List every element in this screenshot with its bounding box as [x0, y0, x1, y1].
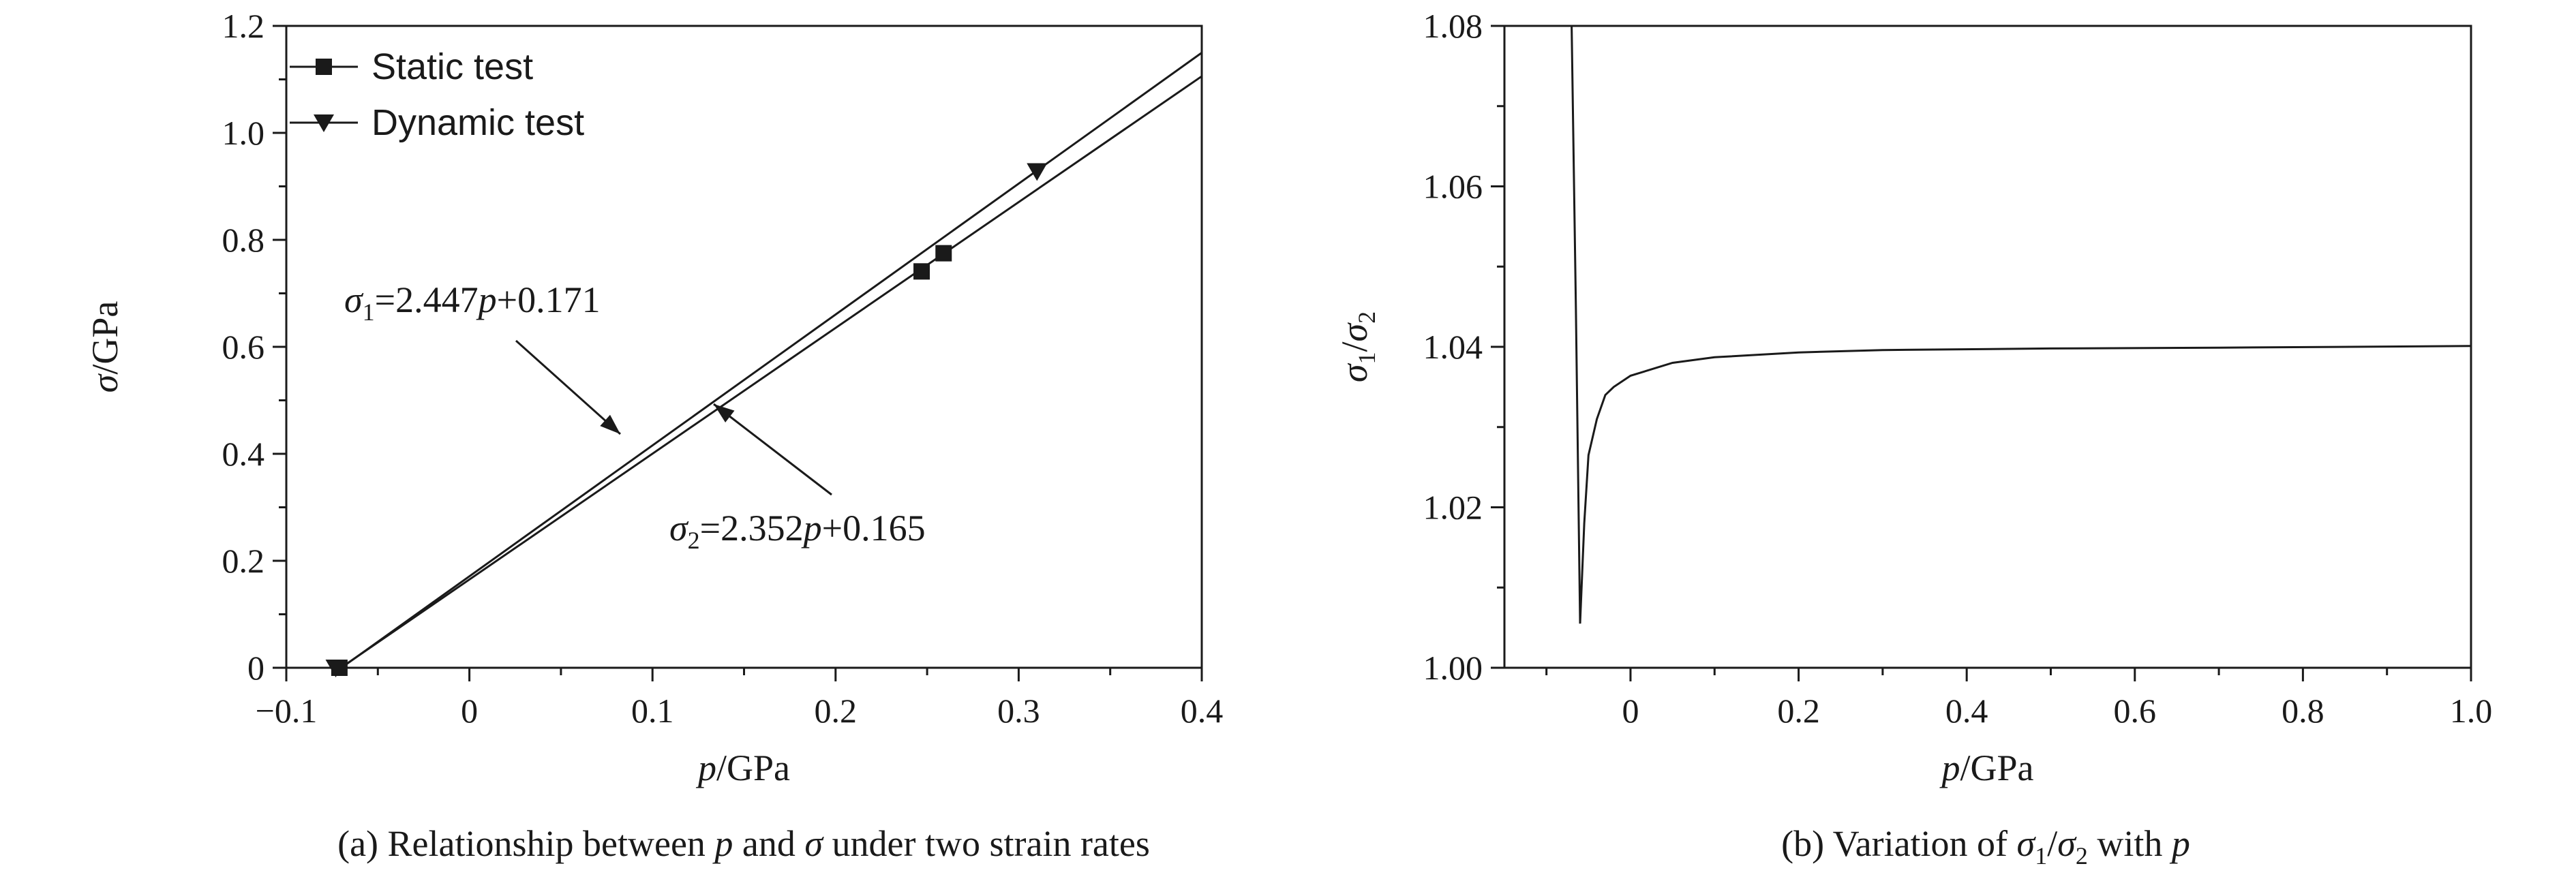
- caption-b-part: p: [2169, 823, 2190, 864]
- y-tick-label: 1.04: [1423, 328, 1483, 366]
- x-tick-label: 0.3: [997, 692, 1040, 730]
- static-test-point: [913, 263, 930, 280]
- x-tick-label: 0: [1622, 692, 1639, 730]
- fit-equation-1: σ1=2.447p+0.171: [344, 279, 601, 326]
- y-tick-label: 1.0: [222, 114, 265, 152]
- caption-a-part: p: [712, 823, 733, 864]
- fit-equation-2-part: =2.352: [700, 508, 804, 549]
- x-axis-title: p/GPa: [1939, 747, 2034, 788]
- caption-b-part: (b) Variation of: [1781, 823, 2016, 864]
- legend-label: Dynamic test: [372, 102, 584, 143]
- caption-a-part: σ: [804, 823, 824, 864]
- arrow-to-fit-1-head: [600, 414, 620, 434]
- x-axis-title-part: p: [695, 747, 716, 788]
- legend-marker-triangle: [314, 114, 334, 132]
- legend-label: Static test: [372, 46, 533, 87]
- x-axis-title-part: /GPa: [716, 747, 790, 788]
- fit-equation-1-part: +0.171: [497, 279, 601, 320]
- caption-b-part: σ: [2057, 823, 2077, 864]
- caption-b: (b) Variation of σ1/σ2 with p: [1781, 823, 2190, 869]
- caption-b-part: with: [2088, 823, 2172, 864]
- y-axis-title-part: /: [1334, 341, 1375, 352]
- caption-b-part: 1: [2035, 842, 2047, 869]
- caption-a-part: (a) Relationship between: [337, 823, 714, 864]
- y-tick-label: 0.6: [222, 328, 265, 366]
- x-axis-title-part: /GPa: [1960, 747, 2034, 788]
- fit-equation-2-part: +0.165: [822, 508, 926, 549]
- caption-b-part: /: [2047, 823, 2057, 864]
- y-tick-label: 1.00: [1423, 649, 1483, 687]
- y-axis-title: σ1/σ2: [1334, 311, 1380, 382]
- y-tick-label: 1.2: [222, 7, 265, 45]
- x-tick-label: 1.0: [2450, 692, 2493, 730]
- y-axis-title-part: 1: [1353, 352, 1380, 365]
- dynamic-test-point: [325, 660, 346, 677]
- x-axis-title-part: p: [1939, 747, 1960, 788]
- fit-equation-2: σ2=2.352p+0.165: [669, 508, 926, 554]
- y-axis-title-part: σ: [1334, 363, 1375, 382]
- caption-a-part: under two strain rates: [823, 823, 1150, 864]
- y-tick-label: 0: [247, 649, 264, 687]
- x-tick-label: 0.4: [1945, 692, 1988, 730]
- arrow-to-fit-2-shaft: [713, 403, 832, 496]
- x-tick-label: 0: [461, 692, 478, 730]
- y-tick-label: 1.02: [1423, 489, 1483, 527]
- y-tick-label: 0.4: [222, 435, 265, 473]
- y-axis-title: σ/GPa: [85, 301, 125, 393]
- caption-b-part: σ: [2017, 823, 2037, 864]
- ratio-curve: [1571, 25, 2472, 624]
- y-axis-title-part: 2: [1353, 311, 1380, 324]
- caption-b-part: 2: [2076, 842, 2088, 869]
- x-tick-label: 0.1: [631, 692, 674, 730]
- panel-b: 0 0.2 0.4 0.6 0.8 1.0 1.00 1.02 1.04 1.06 1.08 p/GP…: [1334, 7, 2492, 869]
- y-tick-label: 0.2: [222, 542, 265, 580]
- panel-a: −0.1 0 0.1 0.2 0.3 0.4 0 0.2 0.4 0.6 0.8 1.0 1.2 p/GP…: [85, 7, 1223, 864]
- fit-line-2: [340, 75, 1202, 668]
- legend-marker-square: [316, 59, 332, 75]
- x-tick-label: −0.1: [256, 692, 318, 730]
- y-tick-label: 1.08: [1423, 7, 1483, 45]
- static-test-point: [935, 245, 952, 262]
- x-tick-label: 0.2: [1777, 692, 1820, 730]
- x-tick-label: 0.8: [2282, 692, 2324, 730]
- caption-a: (a) Relationship between p and σ under t…: [337, 823, 1150, 864]
- y-tick-label: 0.8: [222, 221, 265, 259]
- fit-equation-1-part: p: [476, 279, 497, 320]
- arrow-to-fit-2-head: [714, 404, 735, 423]
- x-tick-label: 0.6: [2114, 692, 2157, 730]
- x-axis-title: p/GPa: [695, 747, 790, 788]
- y-axis-title-part: σ: [1334, 322, 1375, 341]
- fit-line-1: [340, 52, 1202, 669]
- fit-equation-1-part: σ: [344, 279, 364, 320]
- fit-equation-1-part: =2.447: [375, 279, 479, 320]
- fit-equation-2-part: p: [801, 508, 822, 549]
- arrow-to-fit-1-shaft: [515, 339, 622, 435]
- x-tick-label: 0.4: [1181, 692, 1224, 730]
- caption-a-part: and: [733, 823, 804, 864]
- x-tick-label: 0.2: [815, 692, 858, 730]
- y-axis-title-part: /GPa: [85, 301, 125, 375]
- y-axis-title-part: σ: [85, 373, 125, 392]
- y-tick-label: 1.06: [1423, 168, 1483, 206]
- fit-equation-2-part: σ: [669, 508, 689, 549]
- fit-equation-2-part: 2: [688, 527, 700, 554]
- dynamic-test-point: [1027, 163, 1048, 181]
- fit-equation-1-part: 1: [363, 298, 375, 326]
